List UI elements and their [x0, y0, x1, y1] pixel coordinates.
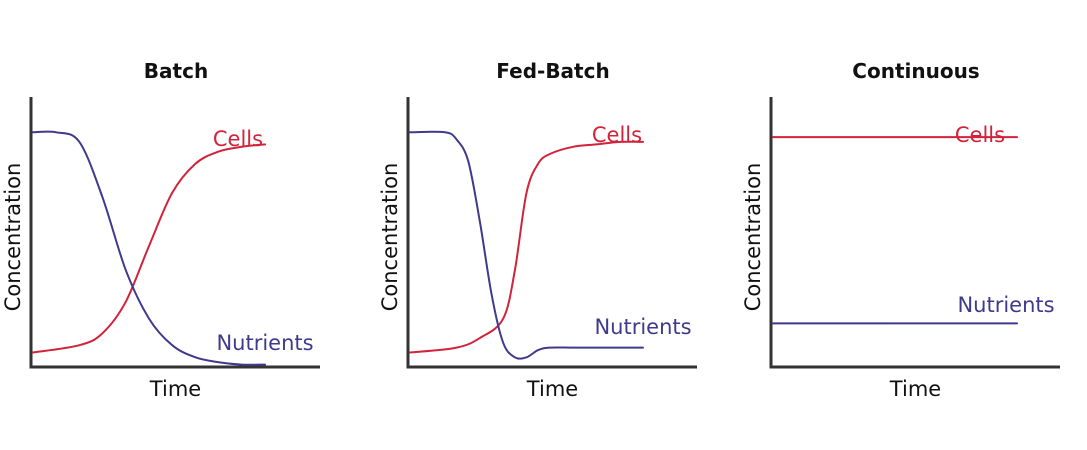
- chart-panel-2: Fed-Batch Time Concentration Cells Nutrients: [378, 59, 697, 401]
- series-label-nutrients: Nutrients: [216, 331, 313, 355]
- series-label-cells: Cells: [955, 123, 1005, 147]
- chart-title: Batch: [144, 59, 208, 83]
- series-line-nutrients: [32, 130, 266, 366]
- y-axis-label: Concentration: [741, 163, 765, 312]
- chart-title: Continuous: [852, 59, 979, 83]
- x-axis-label: Time: [889, 377, 941, 401]
- series-line-nutrients: [409, 130, 644, 360]
- chart-panel-1: Batch Time Concentration Cells Nutrients: [1, 59, 320, 401]
- series-line-cells: [32, 143, 266, 354]
- series-line-cells: [409, 140, 644, 354]
- x-axis-label: Time: [149, 377, 201, 401]
- series-label-cells: Cells: [592, 123, 642, 147]
- chart-panel-3: Continuous Time Concentration Cells Nutrient…: [741, 59, 1060, 401]
- y-axis-label: Concentration: [1, 163, 25, 312]
- y-axis-label: Concentration: [378, 163, 402, 312]
- series-label-nutrients: Nutrients: [957, 293, 1054, 317]
- x-axis-label: Time: [526, 377, 578, 401]
- series-label-nutrients: Nutrients: [594, 315, 691, 339]
- series-label-cells: Cells: [213, 127, 263, 151]
- chart-title: Fed-Batch: [496, 59, 609, 83]
